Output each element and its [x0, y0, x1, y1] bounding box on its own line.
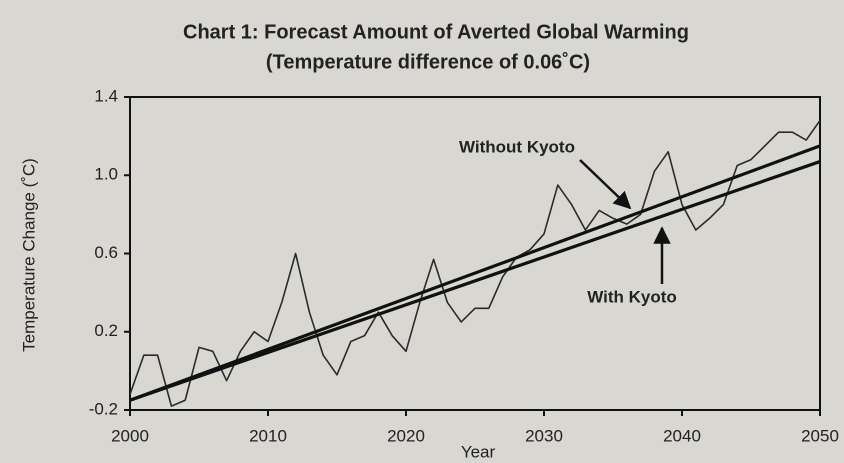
series-line: [129, 144, 821, 402]
annotation-with-kyoto: With Kyoto: [587, 287, 677, 306]
annotation-arrow: [579, 159, 632, 210]
x-tick-label: 2040: [663, 426, 701, 445]
y-tick-label: 0.2: [94, 321, 118, 340]
chart-subtitle: (Temperature difference of 0.06˚C): [266, 50, 590, 73]
y-tick-label: 0.6: [94, 243, 118, 262]
series-line: [129, 160, 821, 402]
series-line: [129, 120, 821, 407]
x-axis-label: Year: [461, 442, 496, 461]
x-tick-label: 2000: [111, 426, 149, 445]
annotation-without-kyoto: Without Kyoto: [459, 137, 575, 156]
y-tick-label: -0.2: [89, 399, 118, 418]
chart-title: Chart 1: Forecast Amount of Averted Glob…: [183, 21, 689, 43]
y-tick-label: 1.0: [94, 165, 118, 184]
y-tick-label: 1.4: [94, 86, 118, 105]
x-tick-label: 2010: [249, 426, 287, 445]
y-axis-label: Temperature Change (˚C): [19, 158, 38, 352]
x-tick-label: 2050: [801, 426, 839, 445]
x-tick-label: 2020: [387, 426, 425, 445]
x-tick-label: 2030: [525, 426, 563, 445]
